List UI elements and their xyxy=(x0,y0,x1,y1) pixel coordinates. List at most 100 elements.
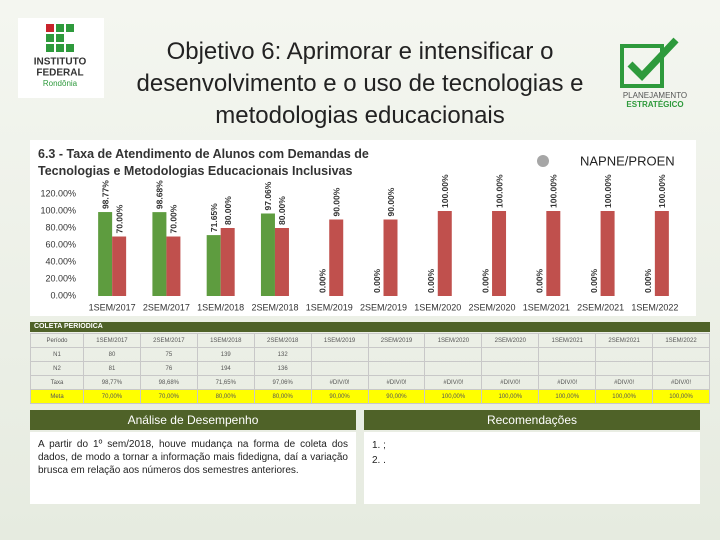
table-cell: 2SEM/2020 xyxy=(481,333,540,348)
table-cell: 90,00% xyxy=(367,389,426,404)
table-row: Taxa 98,77% 98,68% 71,65% 97,06% #DIV/0! #DIV/… xyxy=(30,375,710,390)
x-tick-label: 1SEM/2019 xyxy=(306,302,353,312)
table-cell xyxy=(367,361,426,376)
table-cell: 71,65% xyxy=(196,375,255,390)
bar xyxy=(152,212,167,296)
table-cell: 80,00% xyxy=(196,389,255,404)
table-cell: 100,00% xyxy=(538,389,597,404)
chart-title-line: 6.3 - Taxa de Atendimento de Alunos com … xyxy=(38,147,369,161)
data-label: 98.77% xyxy=(100,180,110,209)
recommendation-item: 1. ; xyxy=(372,440,386,451)
x-tick-label: 2SEM/2017 xyxy=(143,302,190,312)
bar xyxy=(492,211,507,296)
table-cell: 1SEM/2018 xyxy=(196,333,255,348)
table-cell xyxy=(310,361,369,376)
data-label: 100.00% xyxy=(603,174,613,208)
data-label: 0.00% xyxy=(643,268,653,293)
data-label: 100.00% xyxy=(549,174,559,208)
table-cell: 132 xyxy=(253,347,312,362)
table-cell: 1SEM/2021 xyxy=(538,333,597,348)
table-cell: 2SEM/2021 xyxy=(595,333,654,348)
data-label: 100.00% xyxy=(657,174,667,208)
data-label: 100.00% xyxy=(440,174,450,208)
data-label: 0.00% xyxy=(317,268,327,293)
table-cell xyxy=(652,361,710,376)
y-tick-label: 120.00% xyxy=(40,188,76,198)
table-cell: 136 xyxy=(253,361,312,376)
bar xyxy=(220,228,235,296)
table-cell: 76 xyxy=(139,361,198,376)
y-tick-label: 20.00% xyxy=(45,273,76,283)
bar xyxy=(437,211,452,296)
y-tick-label: 100.00% xyxy=(40,205,76,215)
bar xyxy=(329,219,344,296)
bar xyxy=(98,212,113,296)
x-tick-label: 1SEM/2018 xyxy=(197,302,244,312)
table-cell: #DIV/0! xyxy=(538,375,597,390)
table-cell: #DIV/0! xyxy=(367,375,426,390)
data-label: 0.00% xyxy=(426,268,436,293)
table-cell xyxy=(538,361,597,376)
bar xyxy=(206,235,221,296)
y-tick-label: 80.00% xyxy=(45,222,76,232)
data-label: 98.68% xyxy=(155,180,165,209)
table-cell: N1 xyxy=(30,347,84,362)
data-table: Período 1SEM/2017 2SEM/2017 1SEM/2018 2SEM/2… xyxy=(30,333,710,404)
table-cell: 97,06% xyxy=(253,375,312,390)
x-tick-label: 2SEM/2020 xyxy=(469,302,516,312)
slide-title: Objetivo 6: Aprimorar e intensificar o d… xyxy=(136,38,584,129)
table-cell: 90,00% xyxy=(310,389,369,404)
table-cell: 75 xyxy=(139,347,198,362)
table-cell: 2SEM/2019 xyxy=(367,333,426,348)
table-row: Período 1SEM/2017 2SEM/2017 1SEM/2018 2SEM/2… xyxy=(30,333,710,348)
data-label: 97.06% xyxy=(263,181,273,210)
table-header: COLETA PERIODICA xyxy=(30,322,710,332)
bar xyxy=(274,228,289,296)
table-cell: 194 xyxy=(196,361,255,376)
data-label: 0.00% xyxy=(480,268,490,293)
analysis-text: A partir do 1º sem/2018, houve mudança n… xyxy=(30,432,356,504)
logo-left-text: FEDERAL xyxy=(36,68,83,79)
x-tick-label: 1SEM/2021 xyxy=(523,302,570,312)
table-row: N1 80 75 139 132 xyxy=(30,347,710,362)
table-cell: 100,00% xyxy=(481,389,540,404)
table-cell xyxy=(652,347,710,362)
table-cell xyxy=(538,347,597,362)
bar xyxy=(166,236,181,296)
table-cell: 1SEM/2019 xyxy=(310,333,369,348)
table-row: Meta 70,00% 70,00% 80,00% 80,00% 90,00% 90,00%… xyxy=(30,389,710,404)
table-cell xyxy=(481,347,540,362)
data-label: 0.00% xyxy=(535,268,545,293)
table-cell: #DIV/0! xyxy=(424,375,483,390)
table-cell: 98,68% xyxy=(139,375,198,390)
table-cell: 1SEM/2022 xyxy=(652,333,710,348)
legend-label: NAPNE/PROEN xyxy=(580,153,675,168)
table-cell: 80 xyxy=(83,347,141,362)
chart-title-line: Tecnologias e Metodologias Educacionais … xyxy=(38,164,352,178)
data-label: 70.00% xyxy=(114,204,124,233)
x-tick-label: 2SEM/2019 xyxy=(360,302,407,312)
data-label: 100.00% xyxy=(494,174,504,208)
logo-right-icon xyxy=(620,37,679,88)
data-label: 90.00% xyxy=(386,187,396,216)
y-tick-label: 40.00% xyxy=(45,256,76,266)
x-tick-label: 1SEM/2020 xyxy=(414,302,461,312)
recommendations-box: 1. ; 2. . xyxy=(364,432,700,504)
analysis-title: Análise de Desempenho xyxy=(30,410,356,430)
table-cell xyxy=(367,347,426,362)
table-cell: Meta xyxy=(30,389,84,404)
logo-left-text: Rondônia xyxy=(43,79,78,88)
recommendation-item: 2. . xyxy=(372,455,386,466)
bar xyxy=(600,211,615,296)
data-label: 70.00% xyxy=(169,204,179,233)
table-cell: 100,00% xyxy=(424,389,483,404)
table-cell: 98,77% xyxy=(83,375,141,390)
bar xyxy=(112,236,127,296)
table-cell: N2 xyxy=(30,361,84,376)
table-cell: 81 xyxy=(83,361,141,376)
table-cell: Período xyxy=(30,333,84,348)
table-cell: #DIV/0! xyxy=(652,375,710,390)
